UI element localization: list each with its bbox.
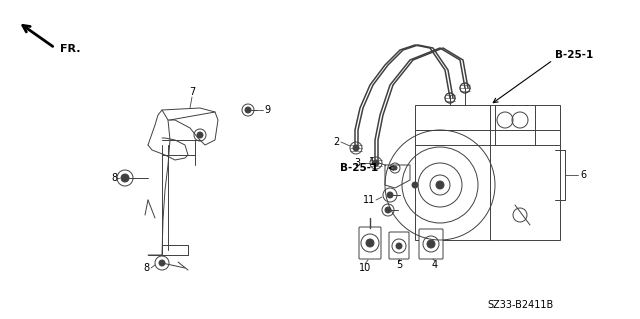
Text: 4: 4 xyxy=(432,260,438,270)
Text: 8: 8 xyxy=(112,173,118,183)
Circle shape xyxy=(353,145,359,151)
Text: 2: 2 xyxy=(333,137,340,147)
FancyBboxPatch shape xyxy=(419,229,443,259)
Circle shape xyxy=(436,181,444,189)
Circle shape xyxy=(385,207,391,213)
Text: 5: 5 xyxy=(396,260,402,270)
Circle shape xyxy=(373,160,379,166)
FancyBboxPatch shape xyxy=(359,227,381,259)
Circle shape xyxy=(412,182,418,188)
Circle shape xyxy=(387,192,393,198)
Text: SZ33-B2411B: SZ33-B2411B xyxy=(487,300,553,310)
Circle shape xyxy=(393,166,397,170)
Text: 6: 6 xyxy=(580,170,586,180)
Text: 11: 11 xyxy=(363,195,375,205)
Text: 8: 8 xyxy=(144,263,150,273)
Text: 7: 7 xyxy=(189,87,195,97)
Circle shape xyxy=(427,240,435,248)
Circle shape xyxy=(245,107,251,113)
Circle shape xyxy=(121,174,129,182)
Text: B-25-1: B-25-1 xyxy=(340,163,378,173)
Circle shape xyxy=(396,243,402,249)
Circle shape xyxy=(197,132,203,138)
Text: FR.: FR. xyxy=(60,44,81,54)
Text: 1: 1 xyxy=(369,157,375,167)
Text: 3: 3 xyxy=(354,158,360,168)
Circle shape xyxy=(159,260,165,266)
Text: 10: 10 xyxy=(359,263,371,273)
Text: B-25-1: B-25-1 xyxy=(555,50,593,60)
Circle shape xyxy=(366,239,374,247)
Text: 9: 9 xyxy=(264,105,270,115)
FancyBboxPatch shape xyxy=(389,232,409,259)
